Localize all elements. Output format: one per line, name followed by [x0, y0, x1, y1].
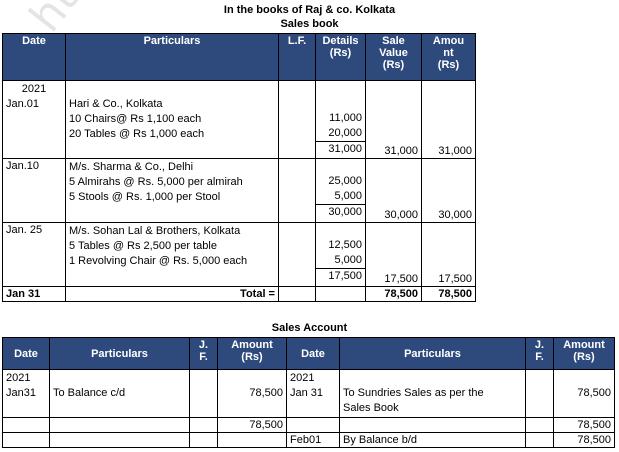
total-sale-value: 78,500	[365, 286, 422, 302]
col-dr-amount: Amount (Rs)	[217, 337, 287, 370]
table-row: Jan.10 M/s. Sharma & Co., Delhi 5 Almira…	[2, 158, 476, 223]
table-row: Jan. 25 M/s. Sohan Lal & Brothers, Kolka…	[2, 222, 476, 287]
col-lf: L.F.	[278, 33, 316, 81]
col-particulars: Particulars	[65, 33, 279, 81]
dr-date: 2021 Jan31	[2, 369, 50, 418]
total-date: Jan 31	[2, 286, 66, 302]
sales-account-title: Sales Account	[271, 322, 348, 334]
dr-bd-amount	[217, 432, 287, 448]
cr-total-jf	[525, 417, 554, 433]
entry-date: Jan. 25	[2, 222, 66, 287]
entry-amount: 17,500	[421, 222, 476, 287]
col-cr-jf: J. F.	[525, 337, 554, 370]
col-dr-particulars: Particulars	[49, 337, 190, 370]
entry-particulars: M/s. Sharma & Co., Delhi 5 Almirahs @ Rs…	[65, 158, 279, 223]
total-row: Jan 31 Total = 78,500 78,500	[2, 286, 476, 302]
col-dr-date: Date	[2, 337, 50, 370]
cr-date: 2021 Jan 31	[286, 369, 340, 418]
entry-lf	[278, 80, 316, 159]
cr-particulars: To Sundries Sales as per the Sales Book	[339, 369, 526, 418]
dr-total-jf	[189, 417, 218, 433]
entry-amount: 30,000	[421, 158, 476, 223]
entry-particulars: M/s. Sohan Lal & Brothers, Kolkata 5 Tab…	[65, 222, 279, 287]
entry-sale-value: 17,500	[365, 222, 422, 287]
total-label: Total =	[65, 286, 279, 302]
cr-total-date	[286, 417, 340, 433]
cr-bd-particulars: By Balance b/d	[339, 432, 526, 448]
cr-bd-jf	[525, 432, 554, 448]
entry-lf	[278, 222, 316, 287]
cr-total-particulars	[339, 417, 526, 433]
cr-bd-date: Feb01	[286, 432, 340, 448]
dr-bd-particulars	[49, 432, 190, 448]
entry-details: 11,000 20,000 31,000	[315, 80, 366, 159]
sales-book-title: Sales book	[280, 18, 339, 30]
totals-row: 78,500 78,500	[2, 417, 615, 433]
entry-date: Jan.10	[2, 158, 66, 223]
col-cr-amount: Amount (Rs)	[553, 337, 615, 370]
table-row: 2021 Jan.01 Hari & Co., Kolkata 10 Chair…	[2, 80, 476, 159]
entry-amount: 31,000	[421, 80, 476, 159]
entry-lf	[278, 158, 316, 223]
col-cr-particulars: Particulars	[339, 337, 526, 370]
entry-details: 12,500 5,000 17,500	[315, 222, 366, 287]
dr-total-particulars	[49, 417, 190, 433]
col-cr-date: Date	[286, 337, 340, 370]
sales-book-table: Date Particulars L.F. Details (Rs) Sale Va…	[2, 33, 476, 302]
book-heading: In the books of Raj & co. Kolkata	[223, 4, 396, 16]
entry-sale-value: 31,000	[365, 80, 422, 159]
col-dr-jf: J. F.	[189, 337, 218, 370]
dr-total-date	[2, 417, 50, 433]
col-date: Date	[2, 33, 66, 81]
entry-particulars: Hari & Co., Kolkata 10 Chairs@ Rs 1,100 …	[65, 80, 279, 159]
total-lf	[278, 286, 316, 302]
dr-particulars: To Balance c/d	[49, 369, 190, 418]
dr-bd-date	[2, 432, 50, 448]
entry-sale-value: 30,000	[365, 158, 422, 223]
balance-row: Feb01 By Balance b/d 78,500	[2, 432, 615, 448]
dr-amount: 78,500	[217, 369, 287, 418]
entry-date: 2021 Jan.01	[2, 80, 66, 159]
dr-bd-jf	[189, 432, 218, 448]
dr-jf	[189, 369, 218, 418]
cr-amount: 78,500	[553, 369, 615, 418]
cr-jf	[525, 369, 554, 418]
entry-details: 25,000 5,000 30,000	[315, 158, 366, 223]
cr-total: 78,500	[553, 417, 615, 433]
col-details: Details (Rs)	[315, 33, 366, 81]
sales-account-table: Date Particulars J. F. Amount (Rs) Date Pa…	[2, 337, 615, 448]
col-sale-value: Sale Value (Rs)	[365, 33, 422, 81]
col-amount: Amou nt (Rs)	[421, 33, 476, 81]
total-details	[315, 286, 366, 302]
cr-bd-amount: 78,500	[553, 432, 615, 448]
table-row: 2021 Jan31 To Balance c/d 78,500 2021 Ja…	[2, 369, 615, 418]
dr-total: 78,500	[217, 417, 287, 433]
total-amount: 78,500	[421, 286, 476, 302]
